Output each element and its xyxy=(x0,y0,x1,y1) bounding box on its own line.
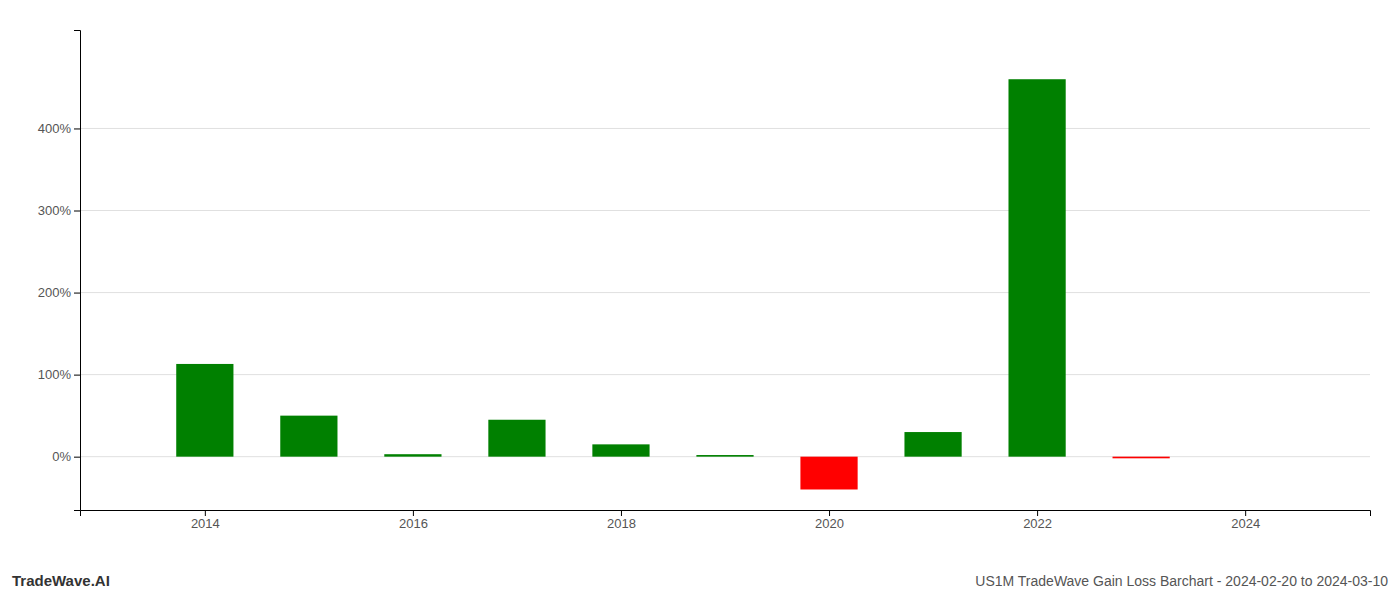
y-tick: 300% xyxy=(38,203,80,218)
watermark: TradeWave.AI xyxy=(12,572,110,589)
bar xyxy=(176,364,233,457)
x-tick: 2014 xyxy=(191,510,220,531)
x-tick-label: 2022 xyxy=(1023,516,1052,531)
x-tick-label: 2016 xyxy=(399,516,428,531)
y-tick: 0% xyxy=(52,449,80,464)
x-tick-label: 2020 xyxy=(815,516,844,531)
x-tick: 2016 xyxy=(399,510,428,531)
grid xyxy=(80,128,1370,456)
x-tick-label: 2024 xyxy=(1231,516,1260,531)
bar xyxy=(488,420,545,457)
x-tick-mark xyxy=(621,510,622,516)
y-axis: 0% 100% 200% 300% 400% xyxy=(38,31,81,511)
y-tick-mark xyxy=(74,211,80,212)
bar xyxy=(1008,79,1065,456)
x-tick: 2022 xyxy=(1023,510,1052,531)
bar xyxy=(696,455,753,457)
y-tick-label: 300% xyxy=(38,203,72,218)
y-tick-label: 200% xyxy=(38,285,72,300)
y-tick-mark xyxy=(74,293,80,294)
bar xyxy=(592,444,649,456)
x-tick-mark xyxy=(205,510,206,516)
y-tick-mark xyxy=(74,128,80,129)
x-axis: 2014 2016 2018 2020 2022 2024 xyxy=(81,510,1371,531)
grid-line xyxy=(80,374,1370,375)
bar xyxy=(280,416,337,457)
grid-line xyxy=(80,128,1370,129)
x-tick-label: 2018 xyxy=(607,516,636,531)
y-tick: 400% xyxy=(38,121,80,136)
y-tick-mark xyxy=(74,457,80,458)
grid-line xyxy=(80,210,1370,211)
x-tick-label: 2014 xyxy=(191,516,220,531)
y-tick-mark xyxy=(74,375,80,376)
x-tick-mark xyxy=(1037,510,1038,516)
x-tick-mark xyxy=(1245,510,1246,516)
x-tick: 2020 xyxy=(815,510,844,531)
y-tick-label: 100% xyxy=(38,367,72,382)
bars xyxy=(176,79,1170,489)
y-axis-line xyxy=(74,31,81,511)
bar xyxy=(904,432,961,457)
x-axis-line xyxy=(81,511,1371,517)
bar xyxy=(384,454,441,456)
x-tick: 2018 xyxy=(607,510,636,531)
grid-line xyxy=(80,292,1370,293)
bar xyxy=(1113,457,1170,459)
y-tick-label: 0% xyxy=(52,449,71,464)
x-tick: 2024 xyxy=(1231,510,1260,531)
y-tick: 200% xyxy=(38,285,80,300)
y-tick: 100% xyxy=(38,367,80,382)
bar xyxy=(800,457,857,490)
chart-svg: 2014 2016 2018 2020 2022 2024 0% 100% 200% 300% 40… xyxy=(0,0,1400,600)
y-tick-label: 400% xyxy=(38,121,72,136)
x-tick-mark xyxy=(829,510,830,516)
x-tick-mark xyxy=(413,510,414,516)
title: US1M TradeWave Gain Loss Barchart - 2024… xyxy=(975,573,1388,589)
